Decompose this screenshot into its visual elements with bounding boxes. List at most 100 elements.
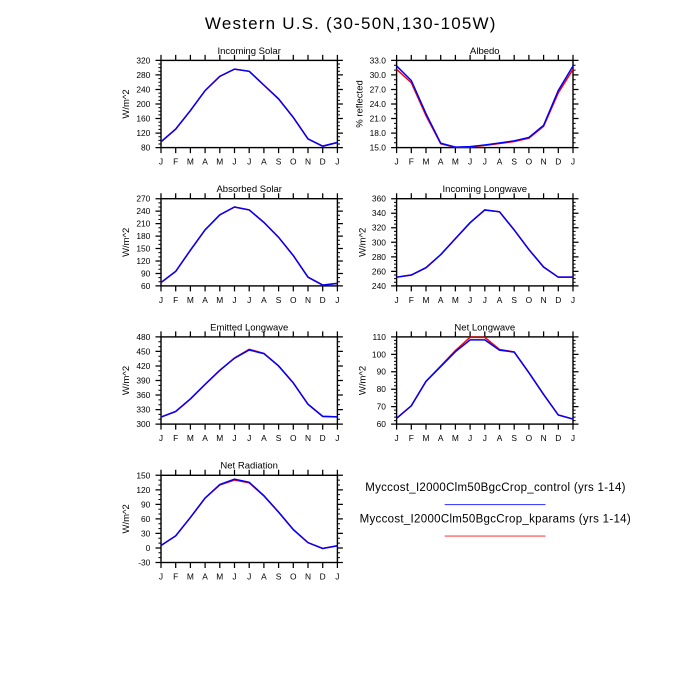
svg-text:O: O — [526, 433, 533, 443]
svg-text:O: O — [290, 433, 297, 443]
svg-text:J: J — [571, 433, 575, 443]
svg-text:F: F — [173, 433, 178, 443]
svg-text:M: M — [187, 571, 194, 581]
svg-text:M: M — [216, 571, 223, 581]
svg-text:0: 0 — [146, 543, 151, 553]
svg-text:W/m^2: W/m^2 — [121, 366, 132, 395]
svg-text:J: J — [483, 295, 487, 305]
svg-text:27.0: 27.0 — [370, 84, 387, 94]
svg-text:F: F — [409, 157, 414, 167]
svg-text:A: A — [497, 433, 503, 443]
svg-text:S: S — [511, 157, 517, 167]
svg-text:A: A — [261, 571, 267, 581]
svg-text:N: N — [541, 433, 547, 443]
svg-text:Incoming Solar: Incoming Solar — [218, 46, 281, 57]
svg-text:340: 340 — [372, 208, 386, 218]
svg-text:Western U.S. (30-50N,130-105W): Western U.S. (30-50N,130-105W) — [205, 14, 497, 33]
svg-text:30.0: 30.0 — [370, 70, 387, 80]
svg-text:S: S — [276, 295, 282, 305]
svg-text:200: 200 — [136, 99, 150, 109]
svg-text:D: D — [320, 571, 326, 581]
svg-text:A: A — [497, 157, 503, 167]
svg-text:80: 80 — [377, 384, 387, 394]
svg-text:D: D — [320, 433, 326, 443]
svg-text:J: J — [571, 157, 575, 167]
svg-text:O: O — [526, 157, 533, 167]
svg-text:F: F — [409, 295, 414, 305]
svg-text:D: D — [555, 295, 561, 305]
svg-text:S: S — [276, 571, 282, 581]
svg-text:M: M — [452, 433, 459, 443]
svg-text:J: J — [159, 295, 163, 305]
svg-text:J: J — [232, 433, 236, 443]
svg-text:N: N — [305, 571, 311, 581]
svg-text:90: 90 — [141, 499, 151, 509]
svg-text:A: A — [261, 295, 267, 305]
svg-text:W/m^2: W/m^2 — [357, 228, 368, 257]
svg-text:360: 360 — [136, 390, 150, 400]
svg-text:F: F — [409, 433, 414, 443]
svg-text:24.0: 24.0 — [370, 99, 387, 109]
svg-text:210: 210 — [136, 219, 150, 229]
svg-text:390: 390 — [136, 375, 150, 385]
svg-text:Myccost_I2000Clm50BgcCrop_cont: Myccost_I2000Clm50BgcCrop_control (yrs 1… — [365, 482, 626, 494]
svg-text:F: F — [173, 295, 178, 305]
svg-text:110: 110 — [373, 332, 387, 342]
svg-text:60: 60 — [377, 419, 387, 429]
svg-text:D: D — [320, 295, 326, 305]
svg-text:J: J — [468, 433, 472, 443]
svg-text:J: J — [335, 295, 339, 305]
svg-text:J: J — [247, 295, 251, 305]
svg-text:320: 320 — [136, 55, 150, 65]
svg-text:Net Radiation: Net Radiation — [220, 461, 278, 472]
svg-text:70: 70 — [377, 402, 387, 412]
svg-text:450: 450 — [136, 346, 150, 356]
svg-text:M: M — [187, 433, 194, 443]
svg-text:O: O — [526, 295, 533, 305]
svg-text:D: D — [555, 433, 561, 443]
svg-text:80: 80 — [141, 143, 151, 153]
svg-text:21.0: 21.0 — [370, 113, 387, 123]
svg-text:260: 260 — [372, 266, 386, 276]
svg-text:480: 480 — [136, 332, 150, 342]
svg-text:90: 90 — [141, 268, 151, 278]
svg-text:15.0: 15.0 — [370, 143, 387, 153]
svg-text:J: J — [468, 295, 472, 305]
svg-text:J: J — [335, 157, 339, 167]
svg-text:160: 160 — [136, 113, 150, 123]
svg-text:90: 90 — [377, 367, 387, 377]
svg-text:S: S — [276, 157, 282, 167]
svg-text:A: A — [438, 433, 444, 443]
svg-text:W/m^2: W/m^2 — [121, 228, 132, 257]
svg-text:120: 120 — [136, 256, 150, 266]
svg-text:J: J — [232, 571, 236, 581]
svg-text:420: 420 — [136, 361, 150, 371]
svg-text:J: J — [232, 295, 236, 305]
svg-text:F: F — [173, 571, 178, 581]
svg-text:D: D — [555, 157, 561, 167]
svg-text:M: M — [452, 295, 459, 305]
svg-text:280: 280 — [136, 70, 150, 80]
svg-text:N: N — [305, 157, 311, 167]
svg-text:A: A — [497, 295, 503, 305]
svg-text:J: J — [483, 157, 487, 167]
svg-text:A: A — [261, 157, 267, 167]
svg-text:280: 280 — [372, 252, 386, 262]
svg-text:M: M — [423, 433, 430, 443]
svg-text:J: J — [335, 433, 339, 443]
svg-text:60: 60 — [141, 281, 151, 291]
svg-text:180: 180 — [136, 231, 150, 241]
svg-text:J: J — [395, 157, 399, 167]
svg-text:270: 270 — [136, 194, 150, 204]
svg-text:A: A — [261, 433, 267, 443]
svg-text:240: 240 — [372, 281, 386, 291]
svg-text:% reflected: % reflected — [354, 80, 365, 128]
svg-text:M: M — [216, 157, 223, 167]
svg-text:J: J — [159, 571, 163, 581]
svg-text:J: J — [232, 157, 236, 167]
svg-text:A: A — [202, 571, 208, 581]
svg-text:M: M — [187, 157, 194, 167]
svg-text:A: A — [202, 295, 208, 305]
svg-text:18.0: 18.0 — [370, 128, 387, 138]
svg-text:N: N — [305, 433, 311, 443]
